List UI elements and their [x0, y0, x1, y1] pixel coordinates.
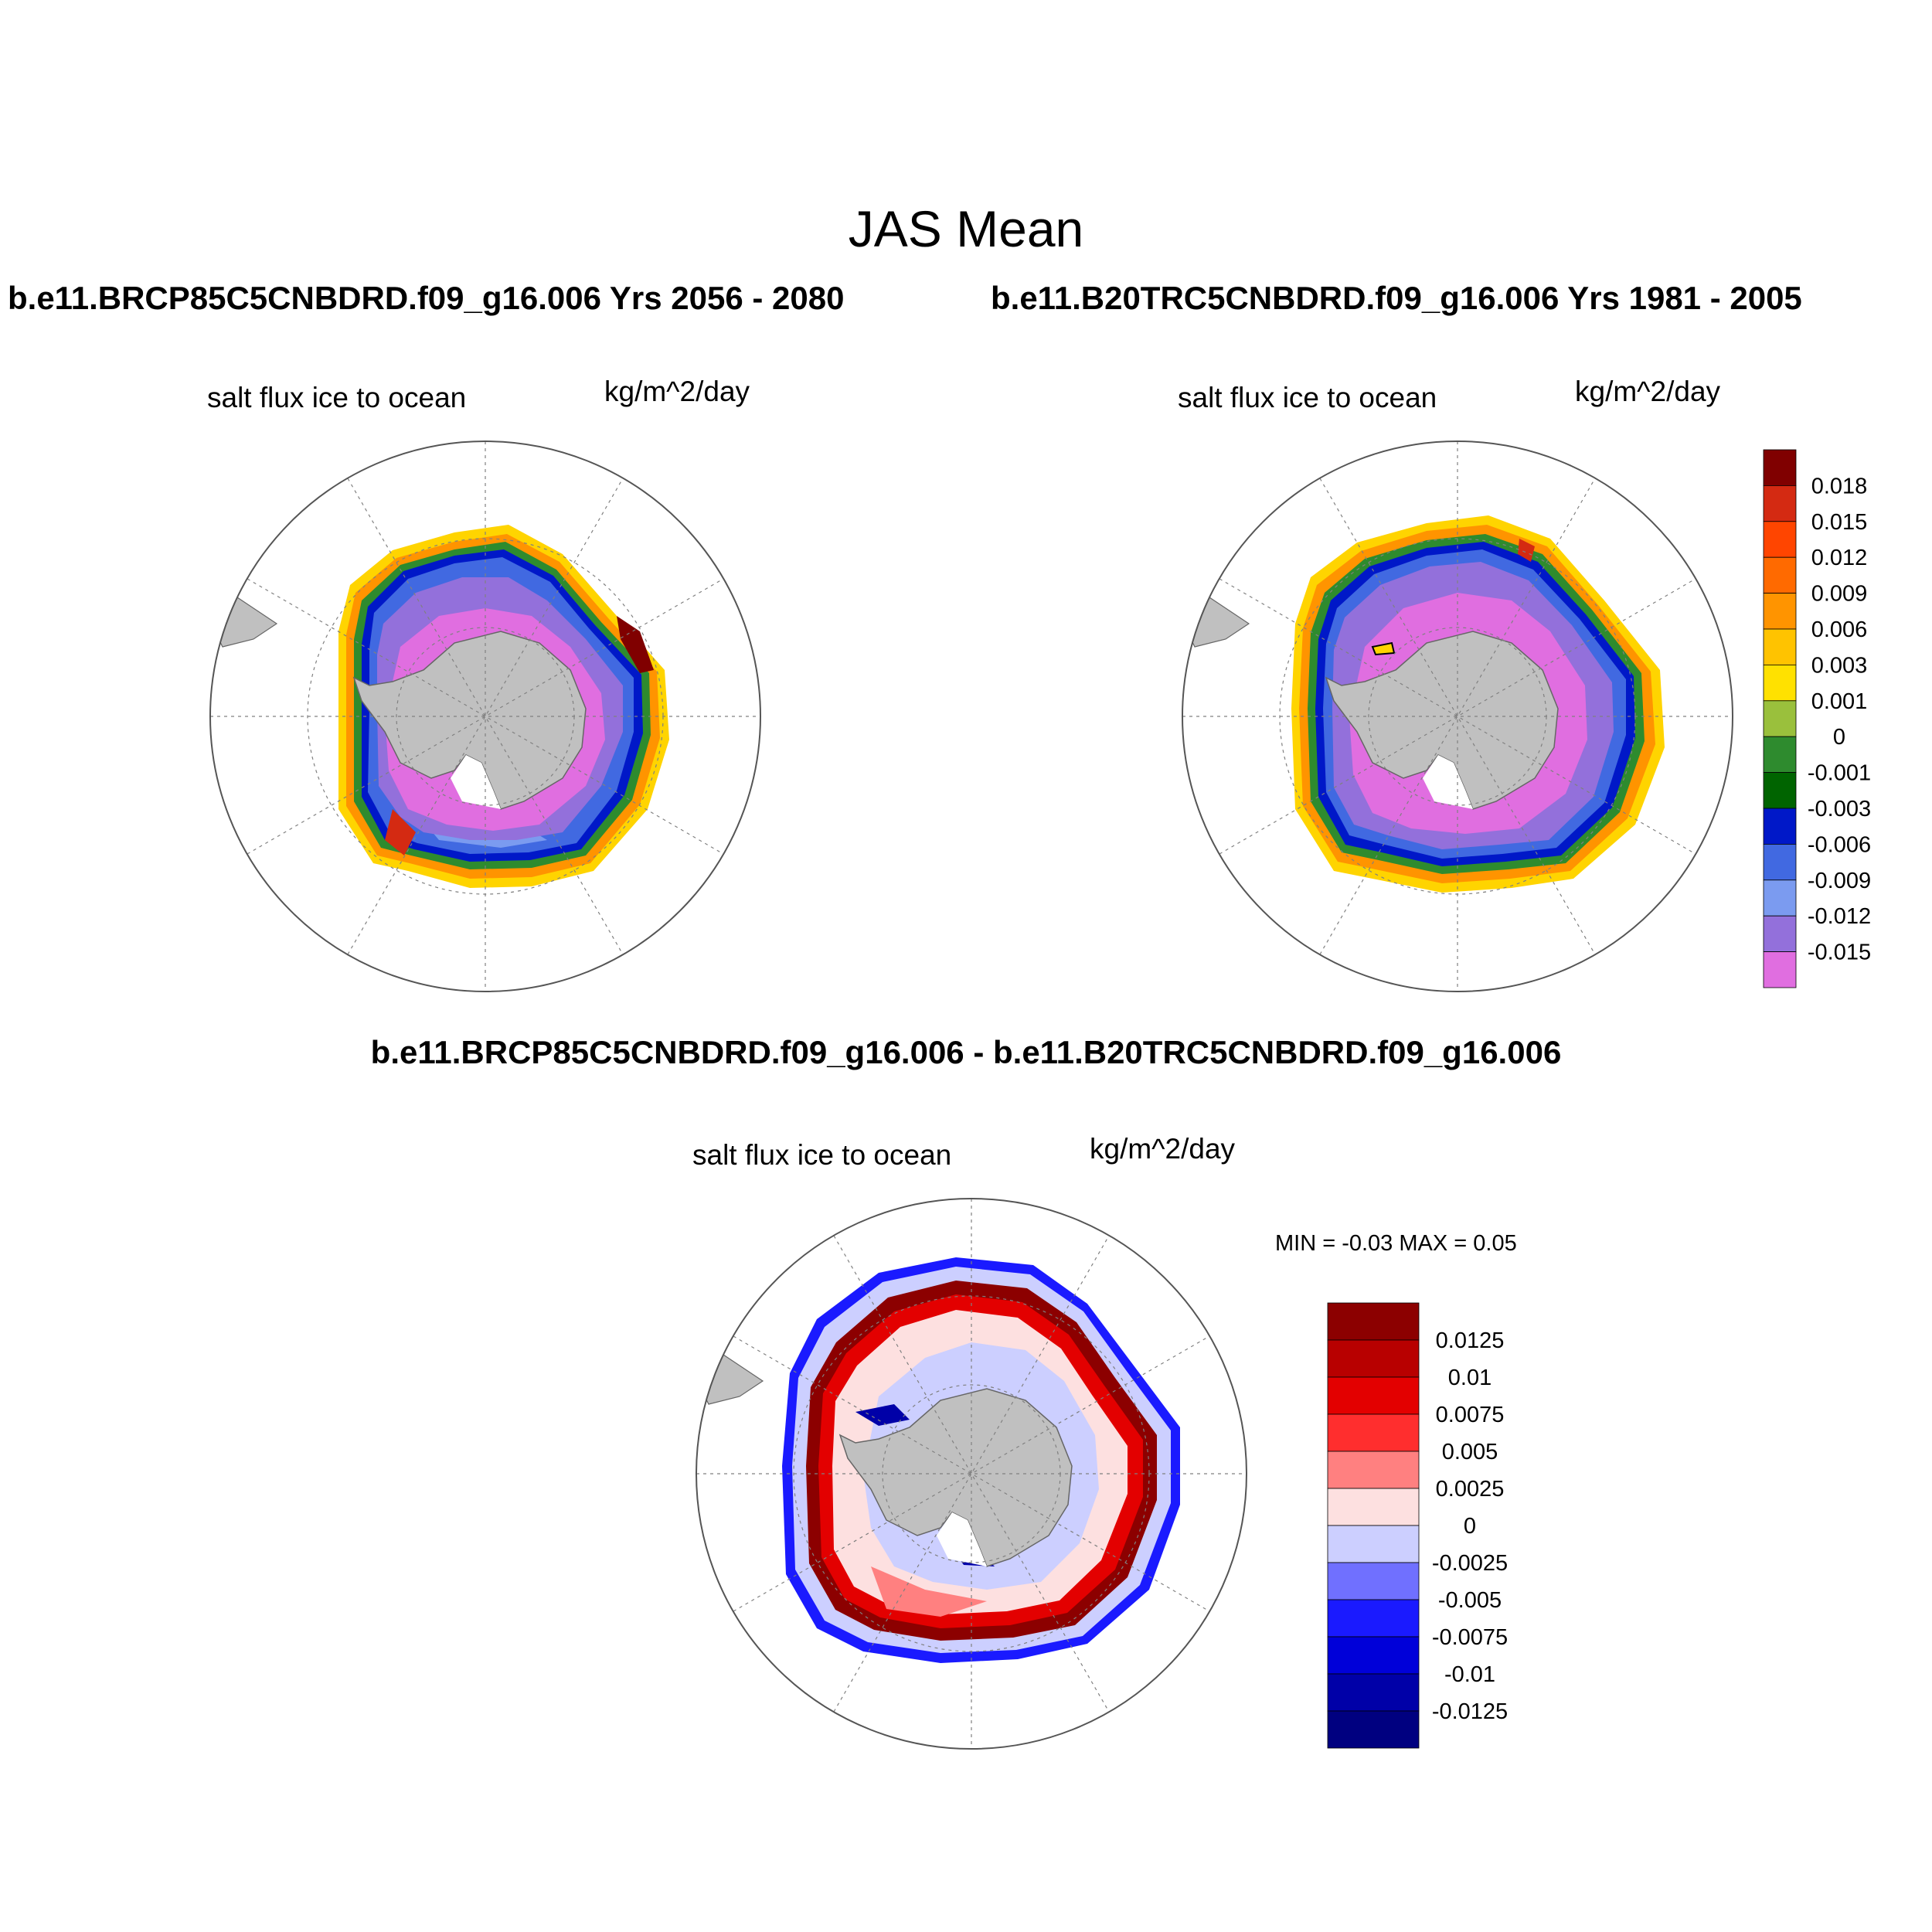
- meridians: [1182, 441, 1733, 992]
- colorbar-swatch: [1327, 1413, 1420, 1452]
- bottom-units-label: kg/m^2/day: [1090, 1133, 1236, 1165]
- hotspot-red: [1518, 539, 1535, 562]
- colorbar-swatch: [1763, 736, 1797, 774]
- colorbar-tick-label: -0.003: [1808, 797, 1871, 821]
- figure-title: JAS Mean: [848, 200, 1084, 257]
- top-left-case-title: b.e11.BRCP85C5CNBDRD.f09_g16.006 Yrs 205…: [8, 280, 845, 316]
- colorbar-tick-label: -0.0025: [1432, 1551, 1508, 1576]
- map-difference: [696, 1198, 1247, 1750]
- min-max-label: MIN = -0.03 MAX = 0.05: [1275, 1231, 1517, 1256]
- map-border: [209, 440, 761, 992]
- colorbar-tick-label: 0: [1464, 1514, 1476, 1539]
- colorbar-swatch: [1327, 1710, 1420, 1749]
- colorbar-swatch: [1763, 485, 1797, 522]
- colorbar-swatch: [1327, 1525, 1420, 1563]
- colorbar-swatch: [1763, 915, 1797, 953]
- colorbar-swatch: [1327, 1302, 1420, 1341]
- colorbar-tick-label: 0.003: [1811, 653, 1868, 678]
- colorbar-main: 0.018 0.015 0.012 0.009 0.006 0.003 0.001 0 -0.0…: [1763, 449, 1871, 988]
- colorbar-tick-label: 0.009: [1811, 582, 1868, 607]
- colorbar-swatch: [1327, 1451, 1420, 1489]
- hotspot-red-south: [385, 809, 416, 855]
- hotspot-red: [617, 616, 654, 673]
- colorbar-swatch: [1327, 1376, 1420, 1415]
- colorbar-swatch: [1327, 1673, 1420, 1712]
- colorbar-swatch: [1763, 556, 1797, 594]
- diff-southern-pink: [871, 1566, 987, 1617]
- colorbar-difference: 0.0125 0.01 0.0075 0.005 0.0025 0 -0.0025 -0.00…: [1327, 1302, 1508, 1749]
- colorbar-tick-label: -0.009: [1808, 869, 1871, 893]
- diff-dark-blue-peninsula: [855, 1404, 910, 1426]
- top-right-variable-label: salt flux ice to ocean: [1178, 382, 1437, 413]
- colorbar-tick-label: -0.006: [1808, 832, 1871, 857]
- colorbar-tick-label: 0.0125: [1436, 1328, 1505, 1353]
- top-left-units-label: kg/m^2/day: [604, 376, 750, 407]
- map-border: [1182, 440, 1733, 992]
- colorbar-tick-label: 0.006: [1811, 617, 1868, 642]
- colorbar-tick-label: 0.001: [1811, 689, 1868, 714]
- ross-ice-shelf: [937, 1512, 987, 1566]
- map-top-left: [209, 440, 761, 992]
- colorbar-swatch: [1763, 449, 1797, 486]
- top-right-units-label: kg/m^2/day: [1575, 376, 1721, 407]
- colorbar-tick-label: -0.01: [1444, 1662, 1495, 1687]
- top-left-variable-label: salt flux ice to ocean: [207, 382, 467, 413]
- colorbar-tick-label: 0.015: [1811, 510, 1868, 535]
- colorbar-swatch: [1763, 844, 1797, 881]
- colorbar-tick-label: 0.012: [1811, 546, 1868, 570]
- colorbar-swatch: [1327, 1562, 1420, 1600]
- colorbar-tick-label: 0.018: [1811, 474, 1868, 498]
- colorbar-tick-label: 0.01: [1448, 1366, 1492, 1390]
- map-border: [696, 1198, 1247, 1750]
- colorbar-swatch: [1327, 1488, 1420, 1526]
- colorbar-swatch: [1327, 1339, 1420, 1378]
- colorbar-tick-label: -0.005: [1438, 1588, 1502, 1613]
- ice-blob-near-peninsula: [1371, 641, 1396, 656]
- colorbar-swatch: [1763, 593, 1797, 630]
- colorbar-swatch: [1763, 951, 1797, 988]
- ross-ice-shelf: [451, 755, 501, 809]
- colorbar-tick-label: 0.0025: [1436, 1477, 1505, 1502]
- colorbar-tick-label: -0.0075: [1432, 1625, 1508, 1650]
- ross-ice-shelf: [1423, 755, 1473, 809]
- colorbar-swatch: [1763, 808, 1797, 845]
- colorbar-tick-label: -0.0125: [1432, 1699, 1508, 1724]
- colorbar-swatch: [1763, 628, 1797, 665]
- colorbar-tick-label: -0.015: [1808, 940, 1871, 965]
- colorbar-tick-label: 0.0075: [1436, 1403, 1505, 1427]
- colorbar-tick-label: 0.005: [1442, 1440, 1498, 1464]
- meridians: [210, 441, 760, 992]
- colorbar-swatch: [1763, 521, 1797, 558]
- bottom-variable-label: salt flux ice to ocean: [692, 1139, 952, 1171]
- difference-title: b.e11.BRCP85C5CNBDRD.f09_g16.006 - b.e11…: [370, 1034, 1562, 1070]
- colorbar-swatch: [1763, 772, 1797, 809]
- colorbar-swatch: [1763, 700, 1797, 737]
- top-right-case-title: b.e11.B20TRC5CNBDRD.f09_g16.006 Yrs 1981…: [991, 280, 1802, 316]
- colorbar-swatch: [1763, 879, 1797, 917]
- meridians: [696, 1199, 1247, 1749]
- map-top-right: [1182, 440, 1733, 992]
- colorbar-swatch: [1327, 1636, 1420, 1675]
- colorbar-swatch: [1327, 1599, 1420, 1638]
- colorbar-tick-label: 0: [1833, 725, 1845, 750]
- colorbar-tick-label: -0.001: [1808, 761, 1871, 786]
- colorbar-tick-label: -0.012: [1808, 904, 1871, 929]
- colorbar-swatch: [1763, 664, 1797, 702]
